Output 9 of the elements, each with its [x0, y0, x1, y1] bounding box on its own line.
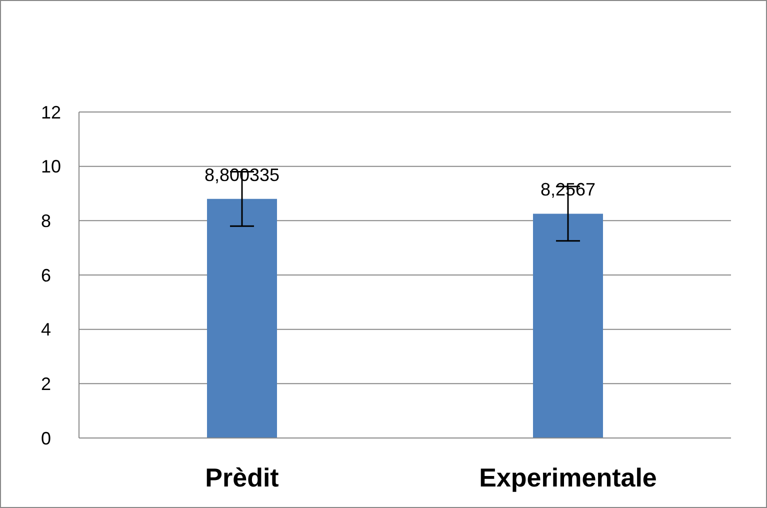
y-tick-label: 10	[41, 156, 62, 177]
y-tick-label: 4	[41, 320, 52, 340]
x-tick-label: Experimentale	[479, 462, 657, 492]
y-tick-label: 12	[41, 102, 62, 122]
x-tick-label: Prèdit	[205, 462, 280, 492]
y-tick-label: 2	[41, 374, 52, 394]
y-tick-label: 6	[41, 265, 52, 286]
y-tick-label: 8	[41, 211, 52, 232]
y-tick-label: 0	[41, 428, 52, 448]
